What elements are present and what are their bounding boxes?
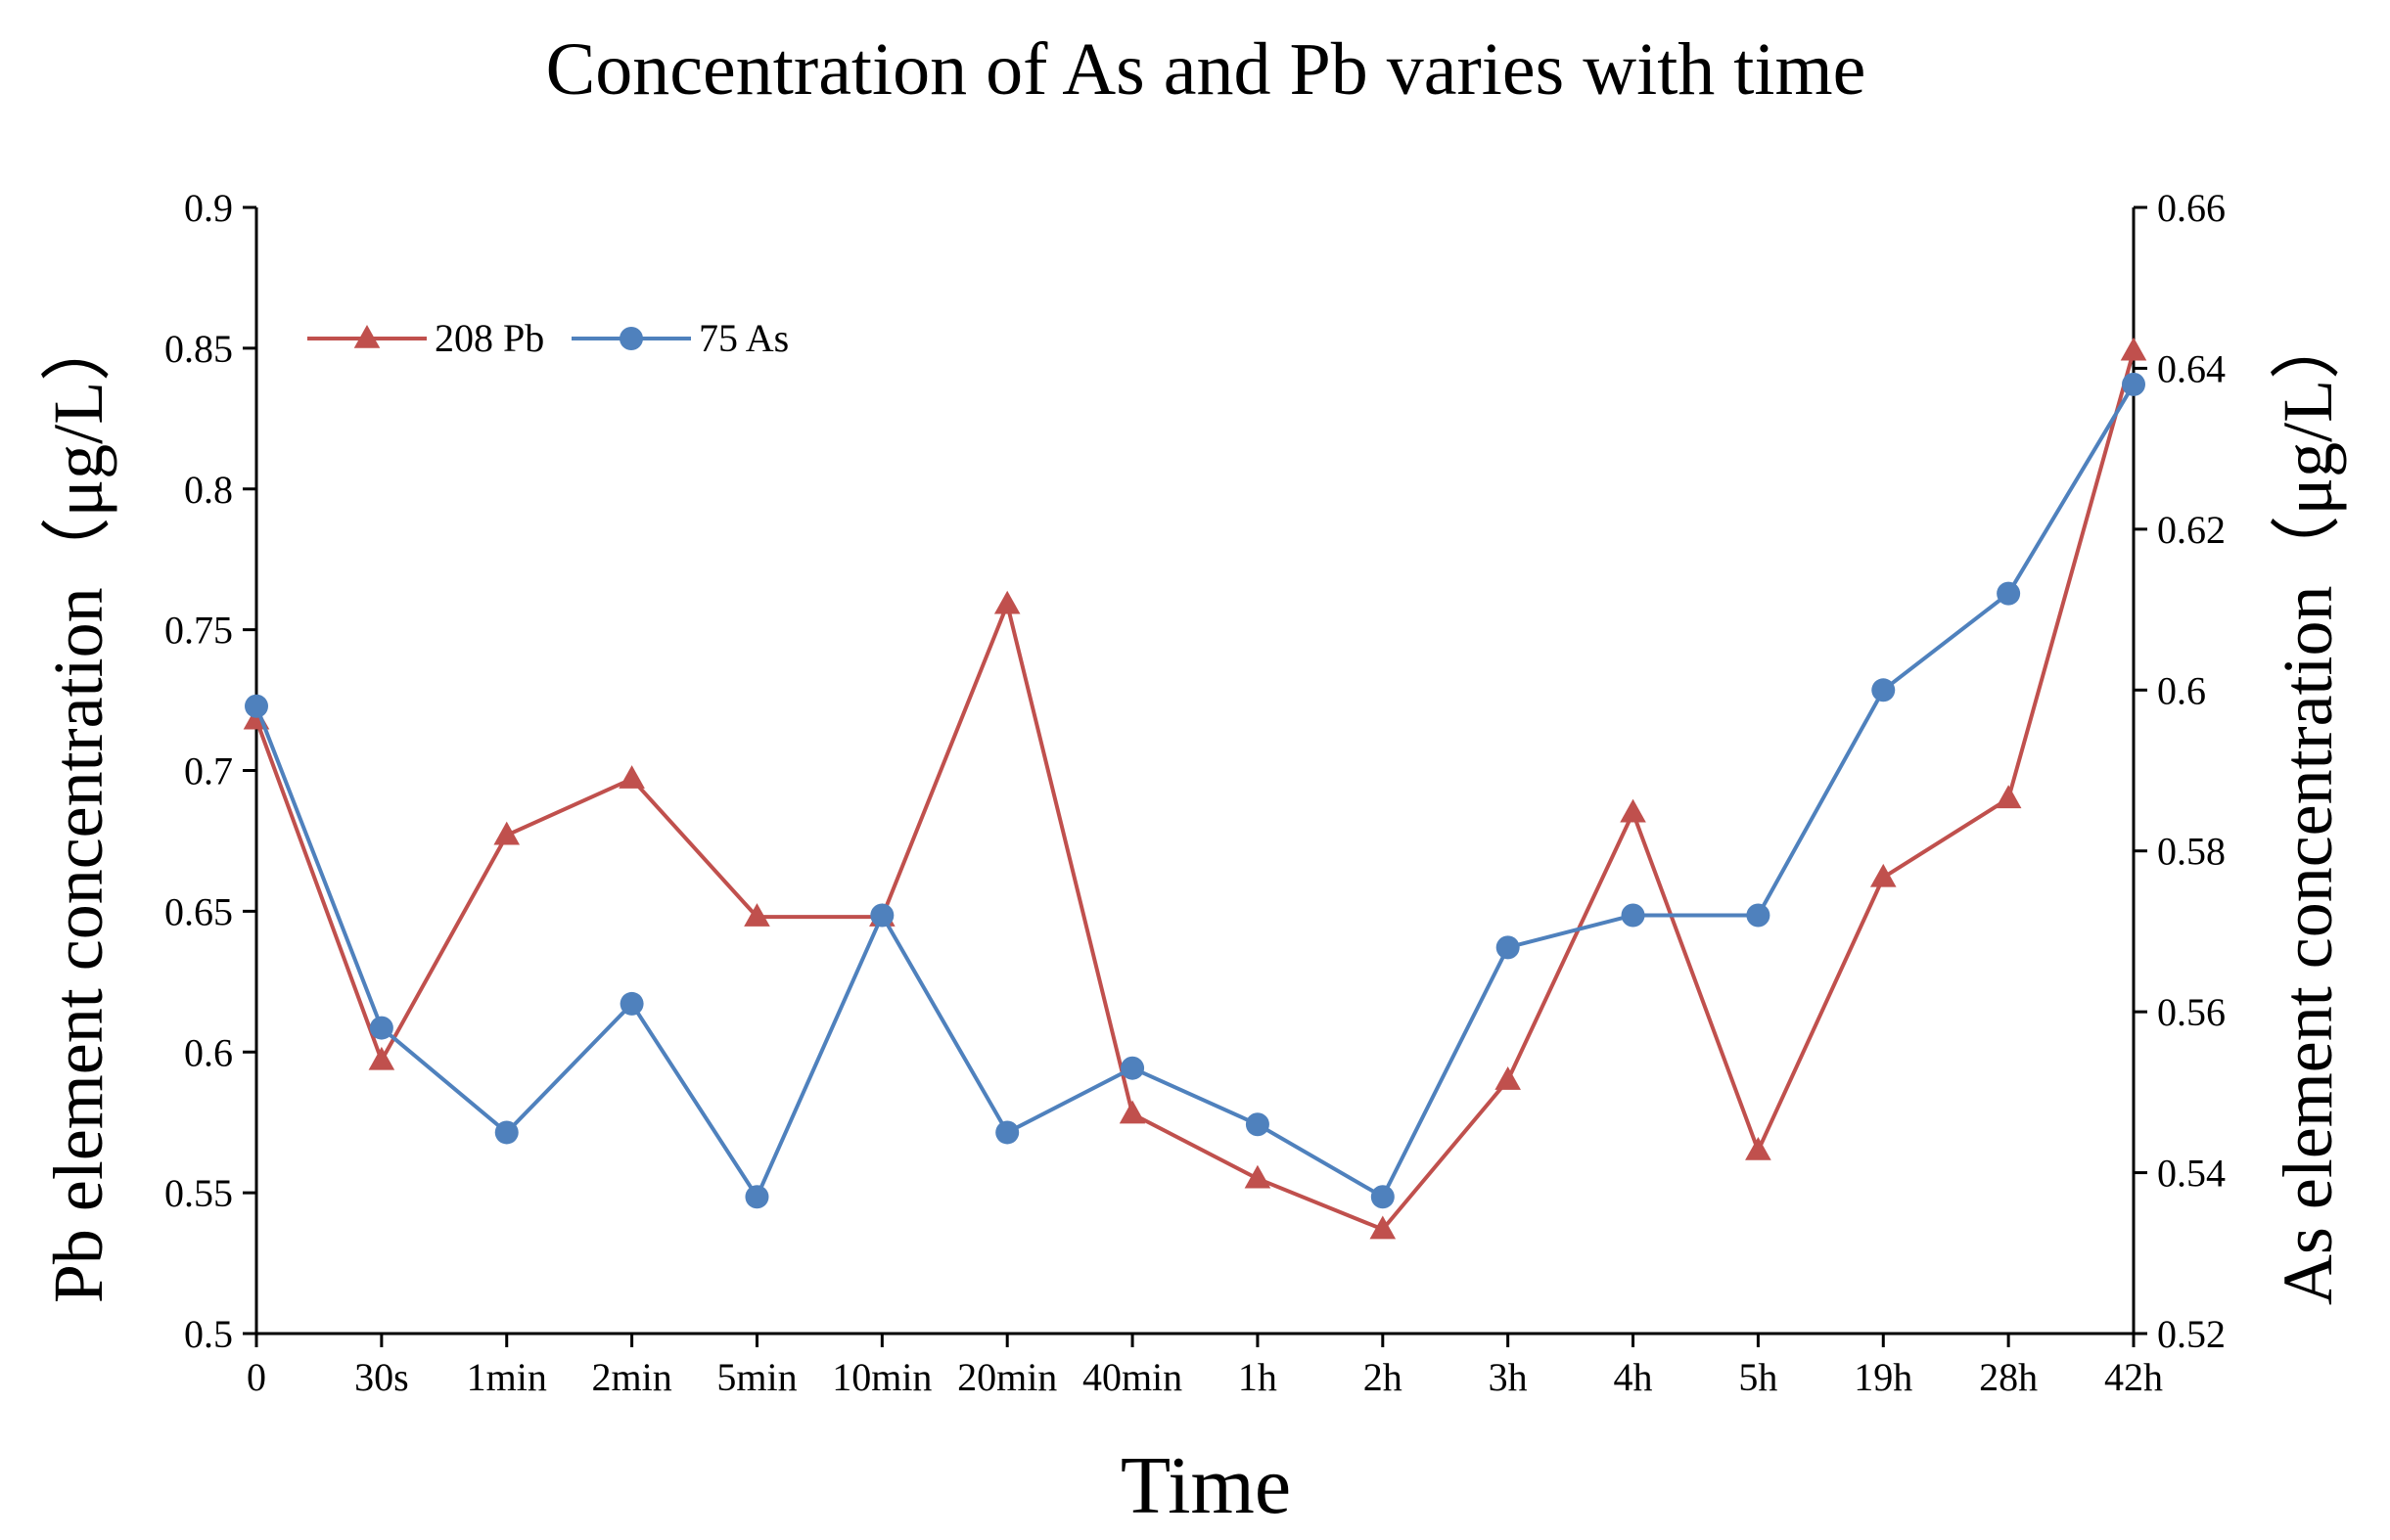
y-left-tick-label: 0.6	[184, 1030, 233, 1074]
y-right-tick-label: 0.52	[2157, 1312, 2226, 1356]
left-axis-ticks: 0.5 0.55 0.6 0.65 0.7 0.75 0.8 0.85 0.9	[164, 186, 256, 1356]
y-right-tick-label: 0.64	[2157, 346, 2226, 390]
legend-label: 208 Pb	[435, 316, 544, 360]
y-right-tick-label: 0.66	[2157, 186, 2226, 230]
data-point-circle	[870, 903, 895, 928]
data-point-triangle	[1745, 1136, 1771, 1160]
y-right-tick-label: 0.54	[2157, 1152, 2226, 1196]
x-axis-label: Time	[1121, 1440, 1291, 1531]
y-left-tick-label: 0.65	[164, 889, 233, 933]
x-tick-label: 30s	[354, 1355, 409, 1399]
data-point-triangle	[493, 821, 521, 845]
data-point-circle	[1997, 581, 2021, 606]
legend-label: 75 As	[699, 316, 789, 360]
data-point-triangle	[2120, 337, 2147, 361]
data-point-circle	[2122, 372, 2145, 396]
y-left-tick-label: 0.75	[164, 609, 233, 653]
data-point-triangle	[1119, 1100, 1146, 1124]
data-point-circle	[995, 1120, 1020, 1145]
series-line	[254, 350, 2136, 1232]
data-point-triangle	[368, 1046, 395, 1070]
x-tick-label: 42h	[2104, 1355, 2163, 1399]
legend: 208 Pb 75 As	[307, 316, 789, 360]
x-axis-ticks: 0 30s 1min 2min 5min 10min 20min 40min 1h 2h 3h 4h 5…	[247, 1334, 2163, 1399]
data-point-circle	[1871, 678, 1896, 702]
chart-title: Concentration of As and Pb varies with t…	[546, 28, 1866, 111]
x-tick-label: 40min	[1082, 1355, 1182, 1399]
x-tick-label: 1h	[1238, 1355, 1277, 1399]
series-line	[254, 383, 2136, 1201]
data-point-triangle	[1995, 785, 2022, 809]
series-208-pb	[243, 337, 2147, 1240]
y-right-tick-label: 0.56	[2157, 990, 2226, 1034]
y-right-tick-label: 0.6	[2157, 668, 2206, 712]
data-point-circle	[620, 991, 644, 1016]
x-tick-label: 4h	[1614, 1355, 1653, 1399]
data-point-circle	[369, 1016, 393, 1040]
x-tick-label: 1min	[467, 1355, 547, 1399]
data-point-circle	[1245, 1112, 1269, 1137]
data-point-circle	[745, 1185, 769, 1209]
series-75-as	[245, 372, 2145, 1209]
data-point-circle	[245, 694, 268, 718]
data-point-triangle	[993, 590, 1021, 614]
data-point-circle	[1370, 1185, 1395, 1209]
axes	[254, 207, 2136, 1336]
y-left-tick-label: 0.7	[184, 749, 233, 793]
x-tick-label: 3h	[1489, 1355, 1528, 1399]
series-layer	[243, 337, 2147, 1240]
x-tick-label: 10min	[832, 1355, 932, 1399]
x-tick-label: 19h	[1854, 1355, 1912, 1399]
data-point-triangle	[1869, 863, 1897, 887]
right-axis-ticks: 0.52 0.54 0.56 0.58 0.6 0.62 0.64 0.66	[2134, 186, 2226, 1356]
data-point-circle	[1621, 903, 1645, 928]
data-point-circle	[1495, 935, 1520, 960]
x-tick-label: 20min	[957, 1355, 1057, 1399]
x-tick-label: 2min	[591, 1355, 671, 1399]
y-left-tick-label: 0.8	[184, 468, 233, 512]
y-axis-left-label: Pb element concentration（μg/L）	[39, 311, 117, 1303]
data-point-circle	[494, 1120, 519, 1145]
data-point-triangle	[744, 903, 770, 927]
y-left-tick-label: 0.55	[164, 1171, 233, 1215]
x-tick-label: 5h	[1738, 1355, 1777, 1399]
data-point-triangle	[619, 765, 645, 789]
x-tick-label: 5min	[716, 1355, 797, 1399]
data-point-triangle	[1369, 1215, 1397, 1240]
y-right-tick-label: 0.62	[2157, 508, 2226, 552]
x-tick-label: 2h	[1363, 1355, 1402, 1399]
legend-marker-circle	[620, 327, 643, 350]
y-right-tick-label: 0.58	[2157, 830, 2226, 874]
x-tick-label: 0	[247, 1355, 266, 1399]
y-axis-right-label: As element concentration（μg/L）	[2269, 309, 2347, 1305]
x-tick-label: 28h	[1979, 1355, 2038, 1399]
legend-marker-triangle	[353, 325, 381, 348]
legend-item: 75 As	[572, 316, 789, 360]
data-point-circle	[1121, 1056, 1145, 1080]
data-point-triangle	[1620, 798, 1646, 823]
y-left-tick-label: 0.5	[184, 1312, 233, 1356]
y-left-tick-label: 0.85	[164, 327, 233, 371]
y-left-tick-label: 0.9	[184, 186, 233, 230]
data-point-triangle	[1244, 1164, 1271, 1189]
legend-item: 208 Pb	[307, 316, 544, 360]
data-point-circle	[1746, 903, 1770, 928]
data-point-triangle	[1494, 1066, 1521, 1090]
